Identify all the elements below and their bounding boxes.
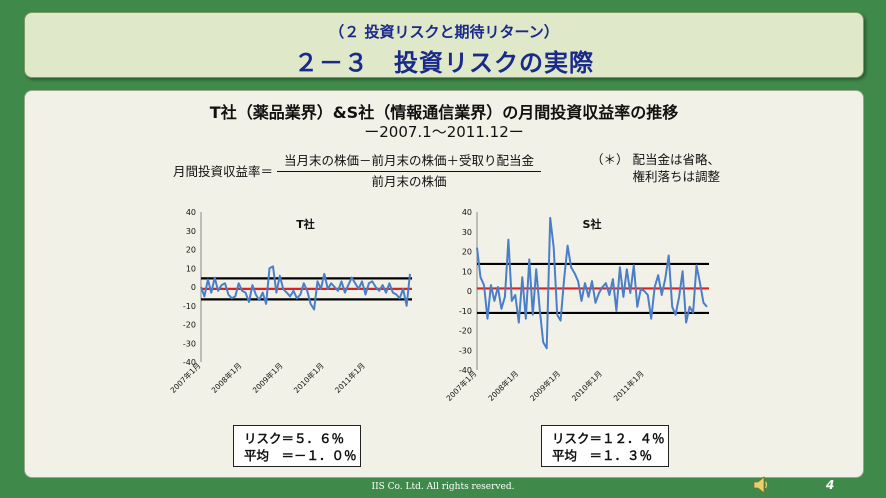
y-tick-label: 10 xyxy=(462,267,472,276)
series-line xyxy=(200,265,411,311)
y-tick-label: -30 xyxy=(459,346,472,355)
content-panel: T社（薬品業界）&S社（情報通信業界）の月間投資収益率の推移 ー2007.1～2… xyxy=(24,90,864,478)
series-line xyxy=(476,216,708,350)
x-tick-label: 2008年1月 xyxy=(209,360,244,395)
y-tick-label: 20 xyxy=(462,248,472,257)
formula-numerator: 当月末の株価－前月末の株価＋受取り配当金 xyxy=(277,150,541,172)
x-tick-label: 2008年1月 xyxy=(486,368,521,403)
section-subtitle: （２ 投資リスクと期待リターン） xyxy=(329,23,559,41)
x-tick-label: 2010年1月 xyxy=(291,360,326,395)
t-mean-value: 平均 ＝－１．０％ xyxy=(244,448,357,463)
formula-denominator: 前月末の株価 xyxy=(371,174,447,189)
y-tick-label: 0 xyxy=(467,287,472,296)
y-tick-label: -40 xyxy=(183,358,196,367)
s-stats-box: リスク＝１２．４％ 平均 ＝１．３％ xyxy=(541,425,669,467)
formula-label: 月間投資収益率＝ xyxy=(173,164,274,179)
y-tick-label: -20 xyxy=(183,321,196,330)
y-tick-label: 0 xyxy=(191,283,196,292)
x-tick-label: 2011年1月 xyxy=(611,368,646,403)
t-risk-value: リスク＝５．６％ xyxy=(244,431,345,446)
y-tick-label: 20 xyxy=(186,246,196,255)
y-tick-label: 30 xyxy=(186,227,196,236)
period-label: ー2007.1～2011.12ー xyxy=(364,123,524,141)
s-risk-value: リスク＝１２．４％ xyxy=(552,431,665,446)
y-tick-label: -10 xyxy=(183,302,196,311)
chart-title: S社 xyxy=(583,217,602,231)
y-tick-label: -30 xyxy=(183,339,196,348)
y-tick-label: 40 xyxy=(186,208,196,217)
y-tick-label: -20 xyxy=(459,327,472,336)
y-tick-label: -40 xyxy=(459,366,472,375)
x-tick-label: 2011年1月 xyxy=(332,360,367,395)
y-tick-label: 40 xyxy=(462,208,472,217)
slide-title: ２－３ 投資リスクの実際 xyxy=(294,49,594,77)
y-tick-label: 30 xyxy=(462,228,472,237)
chart-title: T社 xyxy=(296,217,315,231)
x-tick-label: 2009年1月 xyxy=(250,360,285,395)
content-title: T社（薬品業界）&S社（情報通信業界）の月間投資収益率の推移 xyxy=(209,103,679,122)
header-banner: （２ 投資リスクと期待リターン） ２－３ 投資リスクの実際 xyxy=(24,12,864,78)
y-tick-label: 10 xyxy=(186,264,196,273)
x-tick-label: 2009年1月 xyxy=(528,368,563,403)
y-tick-label: -10 xyxy=(459,307,472,316)
x-tick-label: 2010年1月 xyxy=(569,368,604,403)
t-stats-box: リスク＝５．６％ 平均 ＝－１．０％ xyxy=(233,425,361,467)
copyright-footer: IIS Co. Ltd. All rights reserved. xyxy=(371,482,515,492)
speaker-icon[interactable] xyxy=(752,476,768,494)
s-mean-value: 平均 ＝１．３％ xyxy=(552,448,653,463)
dividend-note: （＊） 配当金は省略、 権利落ちは調整 xyxy=(591,152,720,184)
page-number: 4 xyxy=(826,478,835,492)
